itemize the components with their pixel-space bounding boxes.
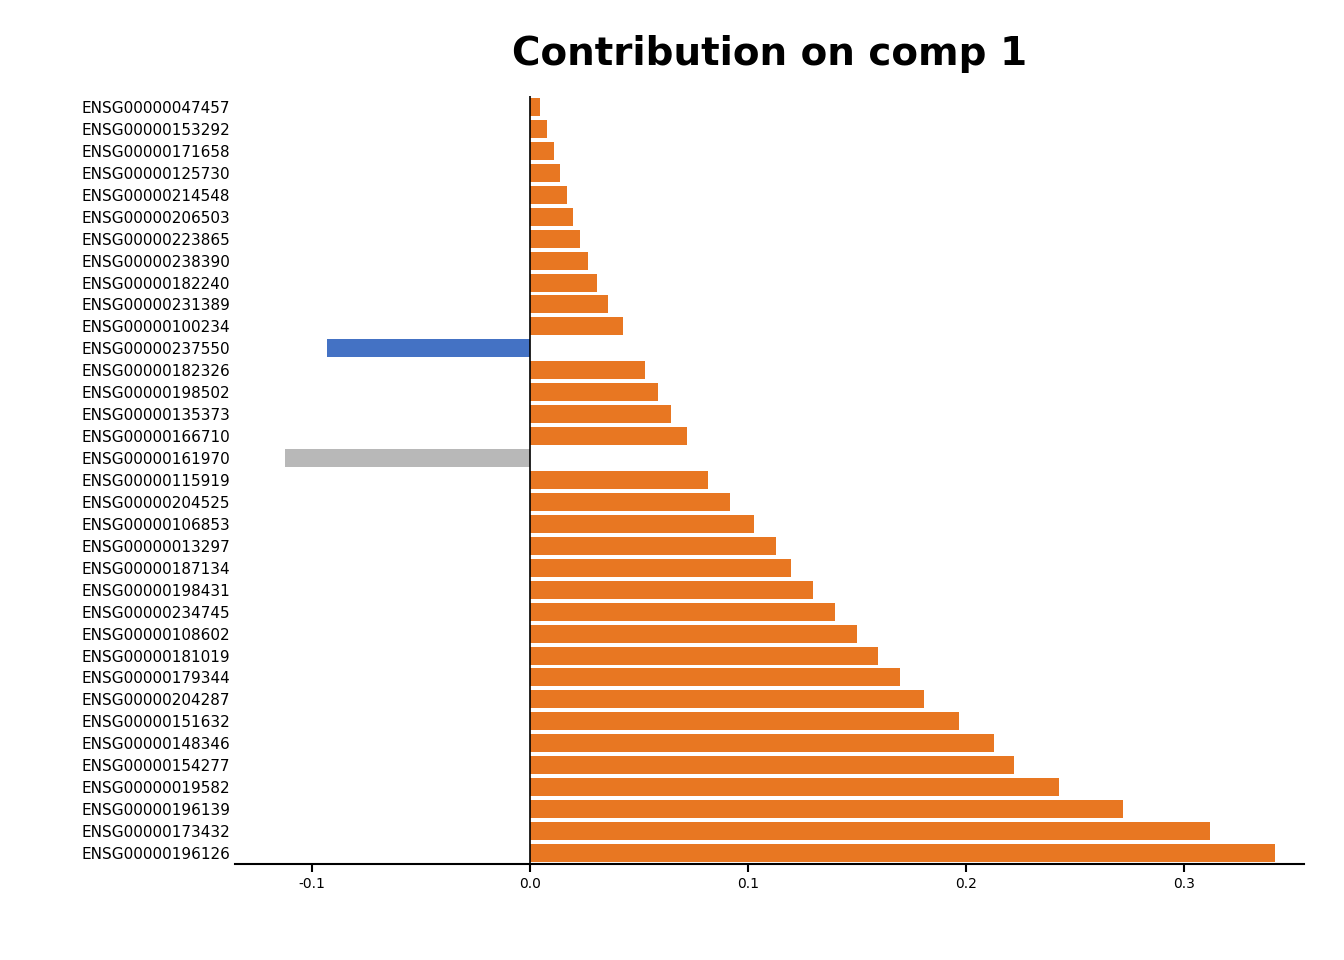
Bar: [530, 844, 1275, 862]
Bar: [530, 120, 547, 138]
Bar: [530, 581, 813, 599]
Bar: [530, 164, 560, 181]
Bar: [530, 779, 1059, 796]
Bar: [530, 318, 624, 335]
Bar: [530, 537, 775, 555]
Bar: [530, 229, 579, 248]
Bar: [530, 185, 567, 204]
Bar: [530, 405, 671, 423]
Bar: [530, 207, 573, 226]
Bar: [530, 361, 645, 379]
Bar: [530, 603, 835, 621]
Bar: [530, 668, 900, 686]
Bar: [530, 492, 730, 511]
Bar: [530, 252, 589, 270]
Bar: [530, 734, 995, 753]
Title: Contribution on comp 1: Contribution on comp 1: [512, 36, 1027, 74]
Bar: [530, 822, 1210, 840]
Bar: [530, 559, 792, 577]
Bar: [530, 515, 754, 533]
Bar: [530, 646, 879, 664]
Bar: [530, 712, 960, 731]
Bar: [530, 756, 1013, 775]
Bar: [530, 427, 687, 445]
Bar: [530, 274, 597, 292]
Bar: [530, 296, 607, 314]
Bar: [530, 800, 1122, 818]
Bar: [530, 142, 554, 160]
Bar: [285, 449, 530, 468]
Bar: [530, 690, 925, 708]
Bar: [530, 98, 540, 116]
Bar: [530, 471, 708, 489]
Bar: [530, 383, 659, 401]
Bar: [530, 625, 856, 642]
Bar: [327, 339, 530, 357]
